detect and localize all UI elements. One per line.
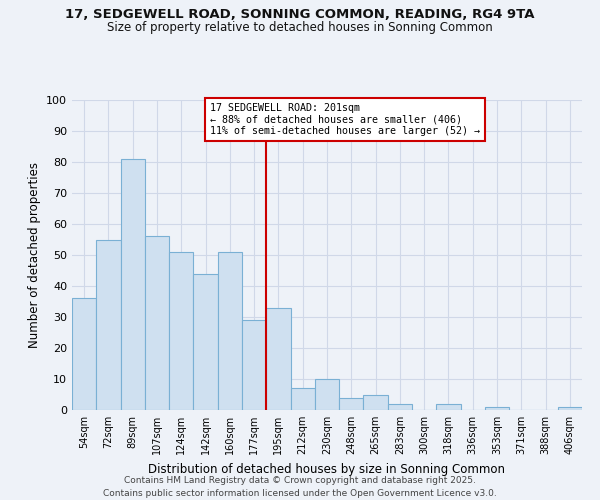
Bar — [72, 298, 96, 410]
Bar — [315, 379, 339, 410]
Bar — [436, 404, 461, 410]
Bar — [339, 398, 364, 410]
Text: Contains HM Land Registry data © Crown copyright and database right 2025.
Contai: Contains HM Land Registry data © Crown c… — [103, 476, 497, 498]
Bar — [242, 320, 266, 410]
Text: 17, SEDGEWELL ROAD, SONNING COMMON, READING, RG4 9TA: 17, SEDGEWELL ROAD, SONNING COMMON, READ… — [65, 8, 535, 20]
Bar — [485, 407, 509, 410]
Bar — [121, 159, 145, 410]
Bar — [558, 407, 582, 410]
Bar — [364, 394, 388, 410]
Bar — [388, 404, 412, 410]
X-axis label: Distribution of detached houses by size in Sonning Common: Distribution of detached houses by size … — [149, 462, 505, 475]
Bar — [266, 308, 290, 410]
Y-axis label: Number of detached properties: Number of detached properties — [28, 162, 41, 348]
Text: Size of property relative to detached houses in Sonning Common: Size of property relative to detached ho… — [107, 21, 493, 34]
Text: 17 SEDGEWELL ROAD: 201sqm
← 88% of detached houses are smaller (406)
11% of semi: 17 SEDGEWELL ROAD: 201sqm ← 88% of detac… — [210, 103, 480, 136]
Bar — [145, 236, 169, 410]
Bar — [218, 252, 242, 410]
Bar — [290, 388, 315, 410]
Bar — [169, 252, 193, 410]
Bar — [193, 274, 218, 410]
Bar — [96, 240, 121, 410]
